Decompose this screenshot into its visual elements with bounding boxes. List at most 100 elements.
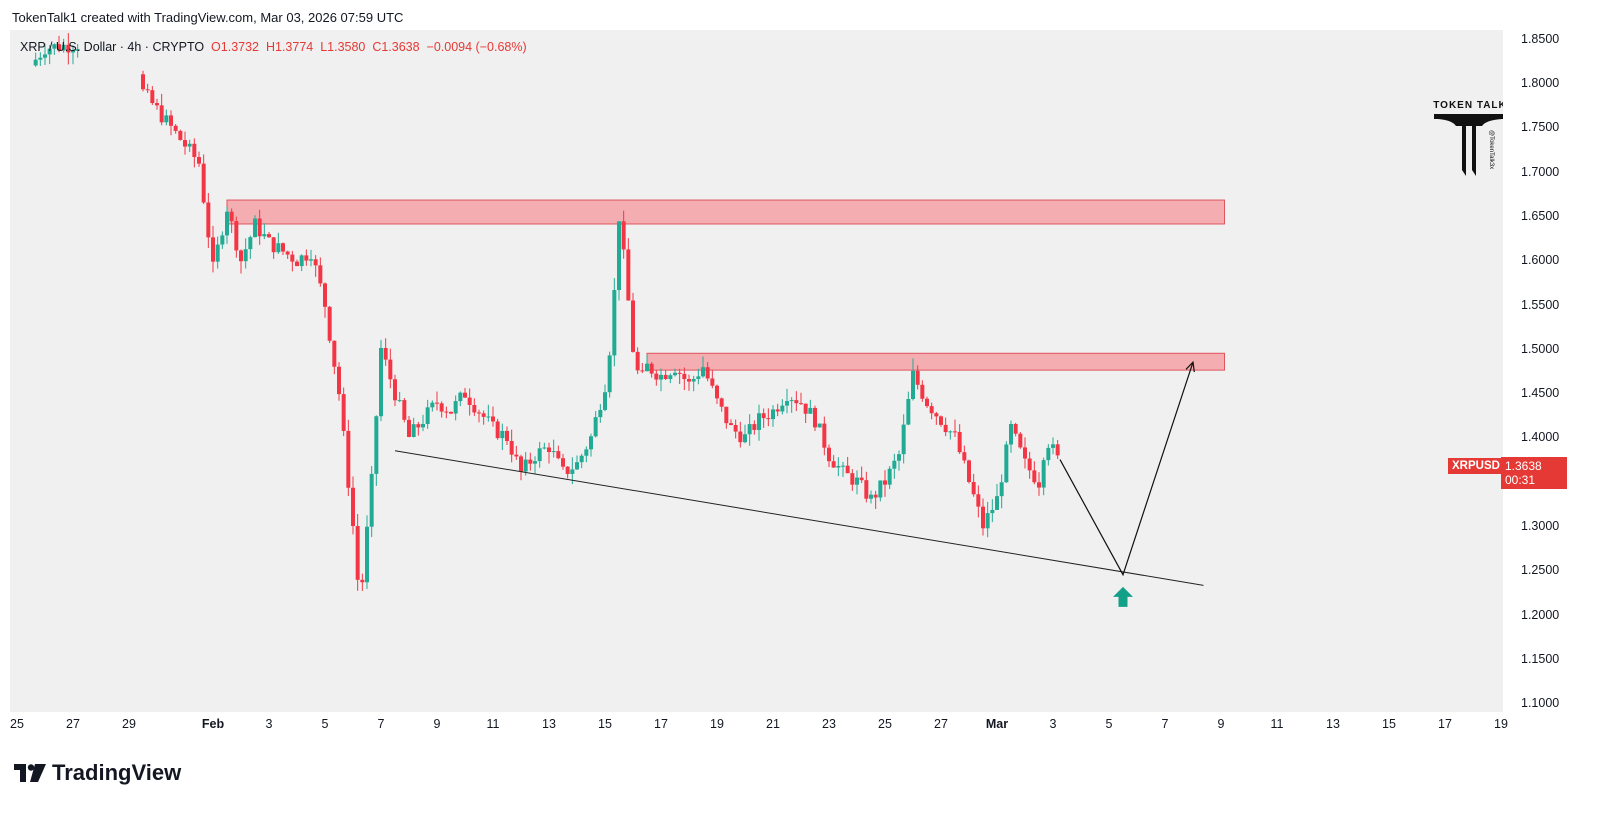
- candle-body: [570, 469, 575, 474]
- logo-handle: @TokenTalk3x: [1488, 130, 1494, 170]
- candle-body: [505, 430, 509, 441]
- candle-body: [425, 407, 430, 424]
- candle-body: [220, 235, 225, 245]
- price-tag-symbol: XRPUSD: [1448, 458, 1504, 474]
- candle-body: [785, 401, 789, 406]
- candle-body: [841, 465, 845, 467]
- candle-body: [971, 481, 976, 495]
- candle-body: [803, 403, 808, 414]
- y-tick-label: 1.8000: [1521, 76, 1560, 91]
- candle-body: [1027, 458, 1032, 471]
- candle-body: [537, 448, 542, 462]
- candle-body: [761, 413, 766, 419]
- chart-area[interactable]: XRP / U.S. Dollar · 4h · CRYPTO O1.3732 …: [10, 30, 1503, 740]
- x-tick-label: 27: [934, 717, 948, 731]
- candle-body: [500, 430, 505, 439]
- candle-body: [943, 424, 948, 433]
- candle-body: [145, 89, 150, 91]
- candle-body: [155, 103, 159, 106]
- candle-body: [677, 372, 682, 374]
- candle-body: [869, 494, 873, 499]
- candle-body: [411, 424, 416, 437]
- candle-body: [313, 259, 318, 266]
- candle-body: [463, 392, 467, 398]
- candle-body: [253, 218, 257, 238]
- candle-body: [271, 237, 276, 253]
- candle-body: [584, 449, 589, 456]
- candle-body: [159, 105, 164, 123]
- candle-body: [351, 487, 355, 527]
- symbol-label[interactable]: XRP / U.S. Dollar · 4h · CRYPTO: [20, 40, 205, 54]
- candle-body: [215, 244, 220, 262]
- candle-body: [481, 413, 486, 417]
- candle-body: [57, 44, 61, 51]
- x-tick-label: 9: [433, 717, 441, 731]
- candle-body: [603, 392, 607, 410]
- x-tick-label: 29: [122, 717, 136, 731]
- open-value: O1.3732: [211, 40, 260, 54]
- x-tick-label: 17: [1438, 717, 1452, 731]
- candle-body: [789, 400, 794, 402]
- price-axis[interactable]: 1.8500 1.8000 1.7500 1.7000 1.6500 1.6000 1.55…: [1503, 30, 1600, 740]
- y-tick-label: 1.4000: [1521, 430, 1560, 445]
- candle-body: [747, 424, 752, 435]
- x-tick-label: 13: [542, 717, 556, 731]
- candle-body: [873, 494, 878, 498]
- candle-body: [276, 243, 281, 253]
- candle-body: [911, 370, 915, 400]
- candle-body: [439, 403, 444, 412]
- candle-body: [939, 416, 943, 425]
- candle-body: [201, 163, 206, 203]
- candle-body: [309, 259, 313, 261]
- candle-body: [715, 385, 719, 399]
- candle-body: [579, 455, 584, 463]
- candle-body: [551, 451, 556, 453]
- price-chart[interactable]: [10, 30, 1503, 740]
- candle-body: [183, 140, 187, 147]
- x-tick-label: 19: [1494, 717, 1508, 731]
- candle-body: [1051, 444, 1055, 448]
- y-tick-label: 1.5500: [1521, 297, 1560, 312]
- candle-body: [281, 243, 285, 252]
- x-tick-label: 3: [265, 717, 273, 731]
- candle-body: [225, 211, 229, 236]
- x-tick-label: 5: [321, 717, 329, 731]
- candle-body: [654, 373, 659, 380]
- candle-body: [813, 407, 817, 428]
- tradingview-brand: TradingView: [14, 758, 181, 788]
- candle-body: [649, 363, 654, 374]
- candle-body: [780, 405, 785, 412]
- candle-body: [593, 417, 598, 437]
- change-value: −0.0094 (−0.68%): [426, 40, 527, 54]
- candle-body: [915, 370, 920, 385]
- candle-body: [934, 413, 939, 417]
- candle-body: [925, 398, 929, 407]
- candle-body: [738, 431, 743, 443]
- time-axis[interactable]: 25 27 29 Feb 3 5 7 9 11 13 15 17 19 21 23 25 27 Mar 3 5 7 9 11…: [10, 712, 1508, 740]
- x-tick-label: 23: [822, 717, 836, 731]
- candle-body: [859, 477, 864, 481]
- candle-body: [561, 458, 565, 467]
- candle-body: [1023, 447, 1027, 459]
- y-tick-label: 1.6500: [1521, 209, 1560, 223]
- candle-body: [393, 379, 397, 401]
- candle-body: [33, 59, 38, 66]
- candle-body: [981, 506, 985, 529]
- candle-body: [659, 374, 663, 380]
- candle-body: [453, 401, 458, 414]
- candle-body: [850, 473, 855, 485]
- candle-body: [477, 412, 481, 414]
- projection-path: [1059, 361, 1194, 577]
- candle-body: [178, 130, 183, 141]
- candle-body: [864, 480, 869, 499]
- candle-body: [38, 57, 43, 60]
- x-tick-label: 11: [1270, 717, 1284, 731]
- token-talk-logo: TOKEN TALK @TokenTalk3x: [1422, 100, 1503, 186]
- candle-body: [962, 452, 967, 461]
- candle-body: [61, 44, 66, 51]
- x-tick-label: 21: [766, 717, 780, 731]
- candle-body: [808, 407, 813, 414]
- projection-arrowhead: [1185, 360, 1195, 373]
- candle-body: [192, 143, 197, 158]
- candle-body: [75, 49, 80, 51]
